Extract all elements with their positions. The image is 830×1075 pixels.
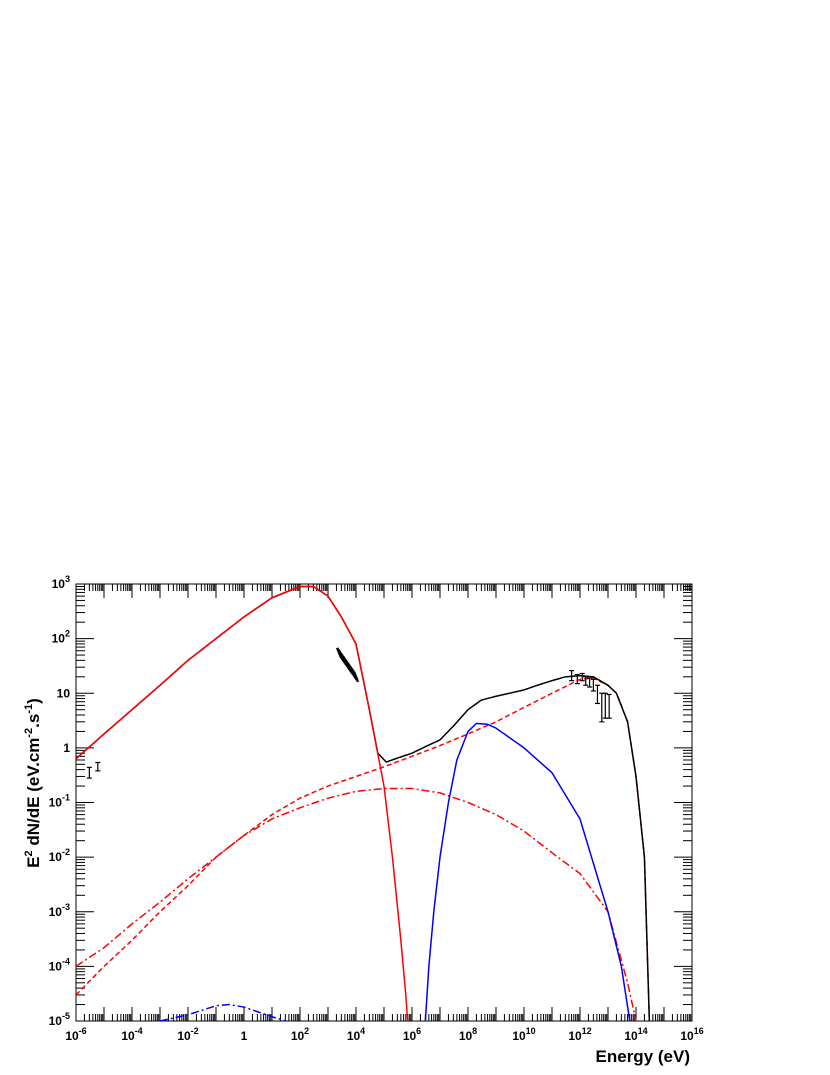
- y-tick-label: 10: [57, 686, 71, 700]
- x-tick-label: 10-4: [121, 1026, 142, 1043]
- x-tick-label: 106: [403, 1026, 421, 1043]
- x-tick-label: 1: [241, 1029, 248, 1043]
- y-tick-label: 10-5: [49, 1011, 70, 1028]
- y-tick-label: 10-2: [49, 847, 70, 864]
- x-tick-label: 1012: [568, 1026, 591, 1043]
- y-tick-label: 10-1: [49, 793, 70, 810]
- x-tick-label: 1014: [624, 1026, 647, 1043]
- y-tick-label: 102: [52, 629, 70, 646]
- sed-curve-dashdot: [76, 787, 637, 1021]
- sed-curve-solid: [76, 585, 651, 1021]
- x-tick-label: 1010: [512, 1026, 535, 1043]
- sed-curve-dashdot: [159, 1003, 286, 1021]
- x-tick-label: 104: [347, 1026, 365, 1043]
- x-tick-label: 10-2: [177, 1026, 198, 1043]
- y-tick-labels: 10-5 10-4 10-3 10-2 10-1 1 10 102 103: [49, 574, 71, 1028]
- y-tick-label: 1: [63, 741, 70, 755]
- x-tick-labels: 10-6 10-4 10-2 1 102 104 106 108 1010 1012 1014 101…: [65, 1026, 703, 1043]
- plot-frame: [75, 583, 693, 1022]
- x-tick-label: 108: [459, 1026, 477, 1043]
- xray-bowtie-segment: [352, 671, 360, 683]
- x-tick-label: 102: [291, 1026, 309, 1043]
- y-tick-label: 103: [52, 574, 70, 591]
- series-layer: [76, 585, 651, 1021]
- sed-curve-solid: [424, 722, 631, 1021]
- x-tick-label: 1016: [680, 1026, 703, 1043]
- axis-ticks: [75, 583, 693, 1022]
- sed-curve-dashed: [76, 677, 651, 1021]
- y-axis-title: E2 dN/dE (eV.cm-2.s-1): [23, 698, 43, 868]
- y-tick-label: 10-3: [49, 902, 70, 919]
- y-tick-label: 10-4: [49, 956, 70, 973]
- x-axis-title: Energy (eV): [596, 1047, 690, 1066]
- data-points-layer: [86, 647, 612, 779]
- x-tick-label: 10-6: [65, 1026, 86, 1043]
- sed-curve-solid: [76, 585, 409, 1021]
